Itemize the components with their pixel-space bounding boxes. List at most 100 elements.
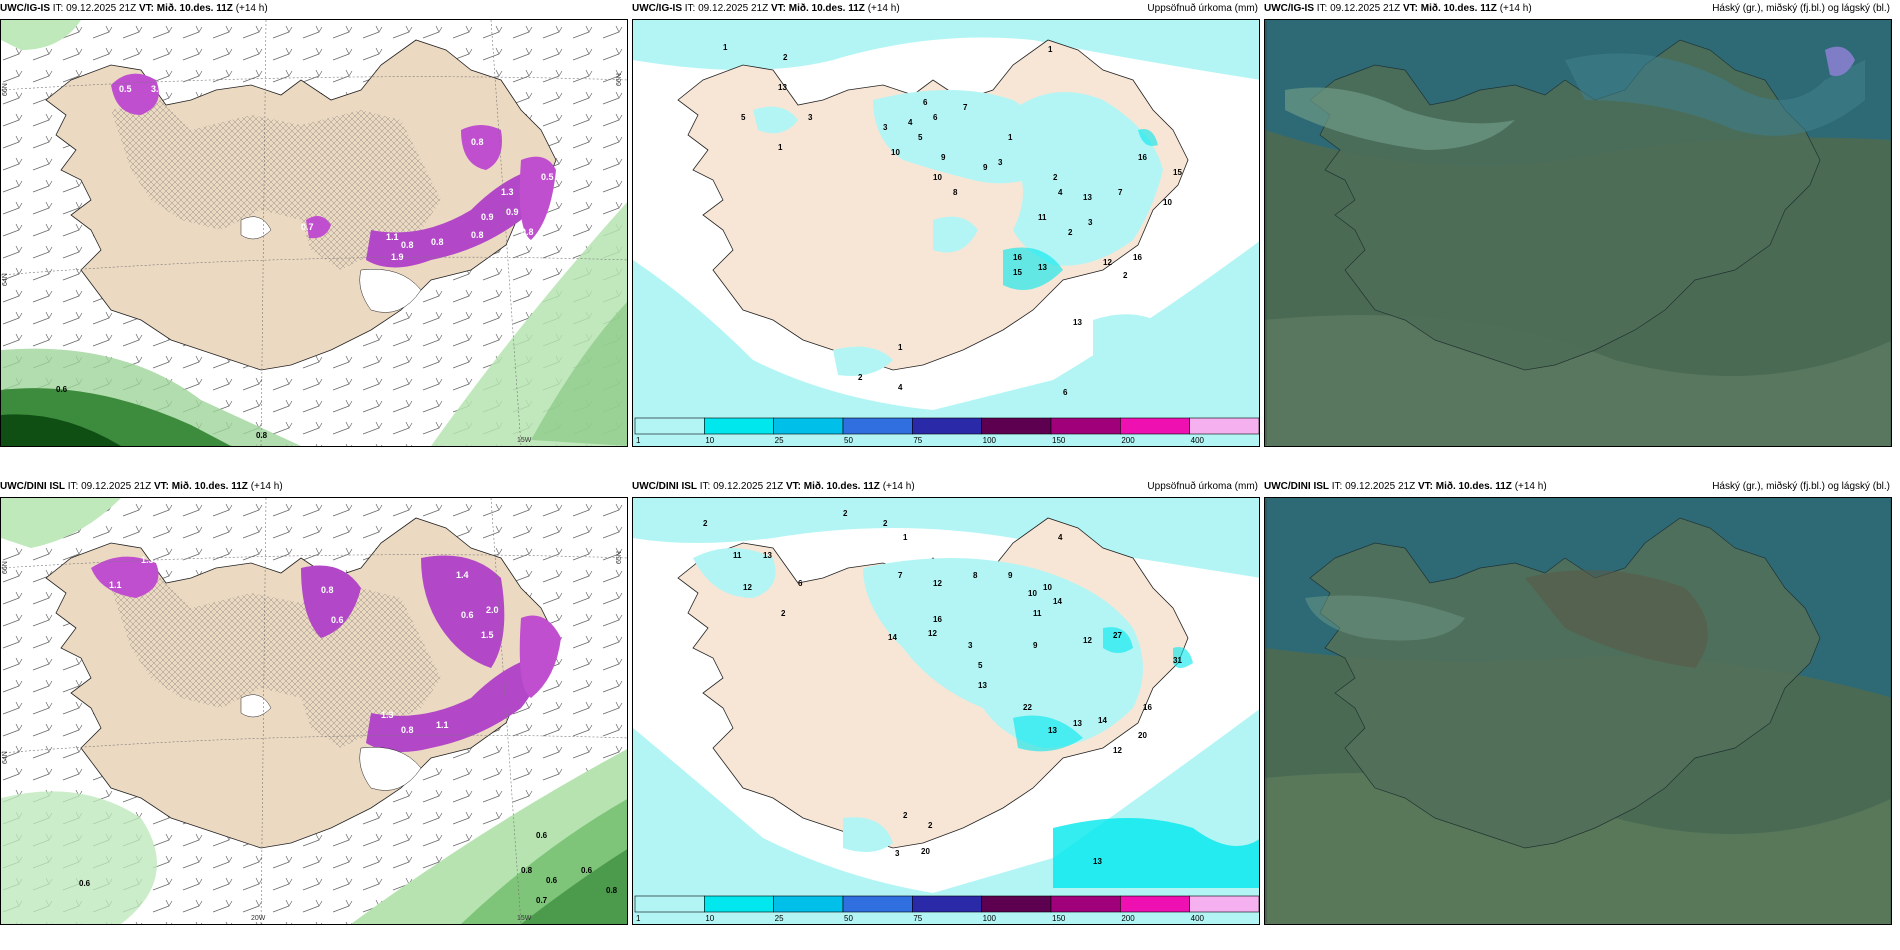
it-label: IT: bbox=[699, 481, 711, 492]
legend-tick: 400 bbox=[1191, 436, 1205, 445]
value-label: 15 bbox=[1173, 168, 1182, 177]
value-label: 1.3 bbox=[501, 187, 514, 197]
legend-swatch bbox=[981, 417, 1052, 435]
precip-values: 2 2 2 1 11 13 12 6 2 7 12 8 4 9 10 10 11… bbox=[703, 509, 1182, 866]
init-time: 09.12.2025 21Z bbox=[698, 3, 769, 14]
lead-time: (+14 h) bbox=[235, 3, 268, 14]
value-label: 7 bbox=[898, 571, 903, 580]
model-name: UWC/DINI ISL bbox=[1264, 481, 1329, 492]
lead-time: (+14 h) bbox=[250, 481, 283, 492]
value-label: 16 bbox=[1143, 703, 1152, 712]
value-label: 1.1 bbox=[109, 580, 122, 590]
value-label: 13 bbox=[1083, 193, 1092, 202]
value-label: 1 bbox=[1008, 133, 1013, 142]
legend-tick: 75 bbox=[913, 436, 922, 445]
map-precip-accum: 1 2 13 5 3 1 3 6 7 6 4 5 9 10 9 10 8 3 1… bbox=[632, 19, 1260, 447]
value-label: 2 bbox=[883, 519, 888, 528]
model-name: UWC/IG-IS bbox=[1264, 3, 1314, 14]
value-label: 10 bbox=[1163, 198, 1172, 207]
vt-label: VT: bbox=[1402, 3, 1418, 14]
value-label: 0.8 bbox=[471, 230, 484, 240]
value-label: 5 bbox=[918, 133, 923, 142]
value-label: 0.8 bbox=[401, 240, 414, 250]
value-label: 0.8 bbox=[521, 866, 533, 875]
value-label: 4 bbox=[1058, 188, 1063, 197]
legend-swatch bbox=[1050, 417, 1121, 435]
panel-top-left: UWC/IG-IS IT: 09.12.2025 21Z VT: Mið. 10… bbox=[0, 0, 628, 448]
value-label: 0.6 bbox=[79, 879, 91, 888]
precip-legend: 1 10 25 50 75 100 150 200 400 bbox=[634, 895, 1259, 923]
value-label: 9 bbox=[1008, 571, 1013, 580]
value-label: 31 bbox=[1173, 656, 1182, 665]
value-label: 0.6 bbox=[461, 610, 474, 620]
model-name: UWC/DINI ISL bbox=[0, 481, 65, 492]
legend-swatch bbox=[773, 417, 844, 435]
value-label: 2 bbox=[703, 519, 708, 528]
value-label: 13 bbox=[978, 681, 987, 690]
value-label: 12 bbox=[928, 629, 937, 638]
legend-tick: 100 bbox=[983, 436, 997, 445]
lon-20-label: 20W bbox=[251, 915, 266, 922]
map-svg bbox=[1265, 20, 1891, 446]
map-svg: 66N 64N 65N 20W 15W 1.3 1.1 0.8 0.6 1.4 … bbox=[1, 498, 627, 924]
legend-swatch bbox=[704, 417, 774, 435]
legend-swatch bbox=[1189, 417, 1259, 435]
value-label: 2 bbox=[781, 609, 786, 618]
value-label: 3 bbox=[968, 641, 973, 650]
legend-swatch bbox=[634, 417, 705, 435]
value-label: 10 bbox=[891, 148, 900, 157]
value-label: 16 bbox=[1138, 153, 1147, 162]
map-title: Háský (gr.), miðský (fj.bl.) og lágský (… bbox=[1712, 481, 1890, 492]
value-label: 1 bbox=[903, 533, 908, 542]
model-name: UWC/DINI ISL bbox=[632, 481, 697, 492]
wind-precip-values: 1.3 1.1 0.8 0.6 1.4 2.0 1.5 0.8 1.1 0.6 … bbox=[79, 555, 618, 905]
valid-time: Mið. 10.des. 11Z bbox=[171, 481, 248, 492]
legend-swatch bbox=[912, 895, 982, 913]
value-label: 4 bbox=[898, 383, 903, 392]
value-label: 0.6 bbox=[331, 615, 344, 625]
value-label: 2 bbox=[843, 509, 848, 518]
lead-time: (+14 h) bbox=[1514, 481, 1547, 492]
legend-colorbar: 1 10 25 50 75 100 150 200 400 bbox=[634, 895, 1259, 923]
lon-15-label: 15W bbox=[517, 437, 532, 444]
value-label: 13 bbox=[778, 83, 787, 92]
value-label: 1.1 bbox=[386, 232, 399, 242]
valid-time: Mið. 10.des. 11Z bbox=[156, 3, 233, 14]
vt-label: VT: bbox=[153, 481, 169, 492]
value-label: 20 bbox=[921, 847, 930, 856]
value-label: 5 bbox=[741, 113, 746, 122]
value-label: 10 bbox=[933, 173, 942, 182]
value-label: 0.8 bbox=[431, 237, 444, 247]
value-label: 0.8 bbox=[256, 431, 268, 440]
panel-bot-mid: UWC/DINI ISL IT: 09.12.2025 21Z VT: Mið.… bbox=[632, 478, 1260, 926]
value-label: 1 bbox=[1048, 45, 1053, 54]
map-svg: 1 2 13 5 3 1 3 6 7 6 4 5 9 10 9 10 8 3 1… bbox=[633, 20, 1259, 446]
value-label: 12 bbox=[1103, 258, 1112, 267]
value-label: 16 bbox=[1013, 253, 1022, 262]
value-label: 4 bbox=[1058, 533, 1063, 542]
panel-header: UWC/DINI ISL IT: 09.12.2025 21Z VT: Mið.… bbox=[1264, 478, 1892, 496]
lat-66-label: 66N bbox=[2, 561, 9, 574]
value-label: 12 bbox=[1113, 746, 1122, 755]
value-label: 13 bbox=[1038, 263, 1047, 272]
valid-time: Mið. 10.des. 11Z bbox=[788, 3, 865, 14]
value-label: 14 bbox=[888, 633, 897, 642]
value-label: 0.8 bbox=[321, 585, 334, 595]
value-label: 2 bbox=[858, 373, 863, 382]
panel-bot-left: UWC/DINI ISL IT: 09.12.2025 21Z VT: Mið.… bbox=[0, 478, 628, 926]
lead-time: (+14 h) bbox=[867, 3, 900, 14]
it-label: IT: bbox=[1331, 481, 1343, 492]
lat-65-right-label: 65N bbox=[616, 551, 623, 564]
value-label: 0.9 bbox=[481, 212, 494, 222]
value-label: 0.7 bbox=[301, 222, 314, 232]
value-label: 27 bbox=[1113, 631, 1122, 640]
vt-label: VT: bbox=[138, 3, 154, 14]
value-label: 22 bbox=[1023, 703, 1032, 712]
legend-tick: 1 bbox=[636, 914, 641, 923]
map-svg bbox=[1265, 498, 1891, 924]
value-label: 16 bbox=[933, 615, 942, 624]
map-cloud-cover bbox=[1264, 19, 1892, 447]
value-label: 2 bbox=[1068, 228, 1073, 237]
value-label: 2 bbox=[1053, 173, 1058, 182]
value-label: 0.8 bbox=[401, 725, 414, 735]
